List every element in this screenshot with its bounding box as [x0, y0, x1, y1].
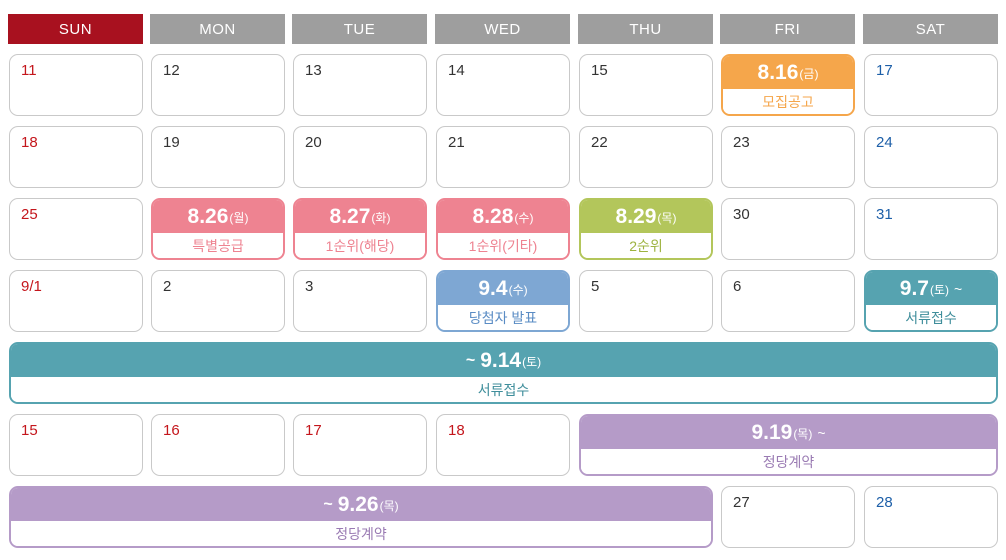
event-first-rank-local: 8.27 (화) 1순위(해당): [293, 198, 427, 260]
day-cell: 18: [436, 414, 570, 476]
day-number: 13: [305, 62, 322, 79]
event-special-supply: 8.26 (월) 특별공급: [151, 198, 285, 260]
day-number: 11: [21, 62, 37, 79]
day-number: 15: [591, 62, 608, 79]
day-cell: 17: [864, 54, 998, 116]
event-label: 당첨자 발표: [438, 305, 568, 330]
day-number: 22: [591, 134, 608, 151]
event-date: ~9.26 (목): [11, 488, 711, 521]
event-label: 1순위(기타): [438, 233, 568, 258]
day-number: 6: [733, 278, 742, 295]
day-cell: 11: [9, 54, 143, 116]
event-docs-start: 9.7 (토) ~ 서류접수: [864, 270, 998, 332]
day-number: 21: [448, 134, 465, 151]
header-fri: FRI: [720, 14, 855, 44]
event-date: 8.29 (목): [581, 200, 711, 233]
day-number: 2: [163, 278, 172, 295]
event-date: 8.27 (화): [295, 200, 425, 233]
day-number: 9/1: [21, 278, 42, 295]
day-cell: 14: [436, 54, 570, 116]
event-recruit-notice: 8.16 (금) 모집공고: [721, 54, 855, 116]
day-number: 28: [876, 494, 893, 511]
day-cell: 23: [721, 126, 855, 188]
day-number: 12: [163, 62, 180, 79]
day-cell: 28: [864, 486, 998, 548]
event-date: 9.7 (토) ~: [866, 272, 996, 305]
day-number: 30: [733, 206, 750, 223]
event-date: 8.26 (월): [153, 200, 283, 233]
day-cell: 3: [293, 270, 427, 332]
event-contract-end: ~9.26 (목) 정당계약: [9, 486, 713, 548]
event-date: 8.16 (금): [723, 56, 853, 89]
event-second-rank: 8.29 (목) 2순위: [579, 198, 713, 260]
day-cell: 27: [721, 486, 855, 548]
event-first-rank-other: 8.28 (수) 1순위(기타): [436, 198, 570, 260]
event-label: 특별공급: [153, 233, 283, 258]
day-cell: 13: [293, 54, 427, 116]
day-number: 20: [305, 134, 322, 151]
event-label: 정당계약: [11, 521, 711, 546]
day-cell: 22: [579, 126, 713, 188]
day-cell: 31: [864, 198, 998, 260]
day-number: 15: [21, 422, 38, 439]
day-number: 16: [163, 422, 180, 439]
event-date: 8.28 (수): [438, 200, 568, 233]
day-number: 3: [305, 278, 314, 295]
event-label: 2순위: [581, 233, 711, 258]
header-mon: MON: [150, 14, 285, 44]
day-cell: 12: [151, 54, 285, 116]
day-cell: 16: [151, 414, 285, 476]
event-label: 서류접수: [11, 377, 996, 402]
day-cell: 15: [579, 54, 713, 116]
day-cell: 25: [9, 198, 143, 260]
event-date: 9.4 (수): [438, 272, 568, 305]
day-cell: 15: [9, 414, 143, 476]
day-number: 31: [876, 206, 893, 223]
day-cell: 19: [151, 126, 285, 188]
header-sat: SAT: [863, 14, 998, 44]
header-wed: WED: [435, 14, 570, 44]
day-number: 17: [876, 62, 893, 79]
day-cell: 5: [579, 270, 713, 332]
day-number: 17: [305, 422, 322, 439]
day-cell: 20: [293, 126, 427, 188]
day-cell: 6: [721, 270, 855, 332]
day-number: 18: [448, 422, 465, 439]
day-number: 19: [163, 134, 180, 151]
day-cell: 17: [293, 414, 427, 476]
event-label: 서류접수: [866, 305, 996, 330]
event-label: 모집공고: [723, 89, 853, 114]
day-cell: 21: [436, 126, 570, 188]
day-cell: 9/1: [9, 270, 143, 332]
event-label: 정당계약: [581, 449, 996, 474]
day-cell: 24: [864, 126, 998, 188]
day-number: 14: [448, 62, 465, 79]
header-thu: THU: [578, 14, 713, 44]
day-number: 5: [591, 278, 600, 295]
day-cell: 30: [721, 198, 855, 260]
event-label: 1순위(해당): [295, 233, 425, 258]
day-number: 23: [733, 134, 750, 151]
day-number: 24: [876, 134, 893, 151]
event-date: ~9.14 (토): [11, 344, 996, 377]
event-docs-end: ~9.14 (토) 서류접수: [9, 342, 998, 404]
event-contract-start: 9.19 (목) ~ 정당계약: [579, 414, 998, 476]
day-number: 18: [21, 134, 38, 151]
day-number: 27: [733, 494, 750, 511]
day-cell: 18: [9, 126, 143, 188]
event-winner-announce: 9.4 (수) 당첨자 발표: [436, 270, 570, 332]
day-number: 25: [21, 206, 38, 223]
day-cell: 2: [151, 270, 285, 332]
event-date: 9.19 (목) ~: [581, 416, 996, 449]
header-sun: SUN: [8, 14, 143, 44]
header-tue: TUE: [292, 14, 427, 44]
